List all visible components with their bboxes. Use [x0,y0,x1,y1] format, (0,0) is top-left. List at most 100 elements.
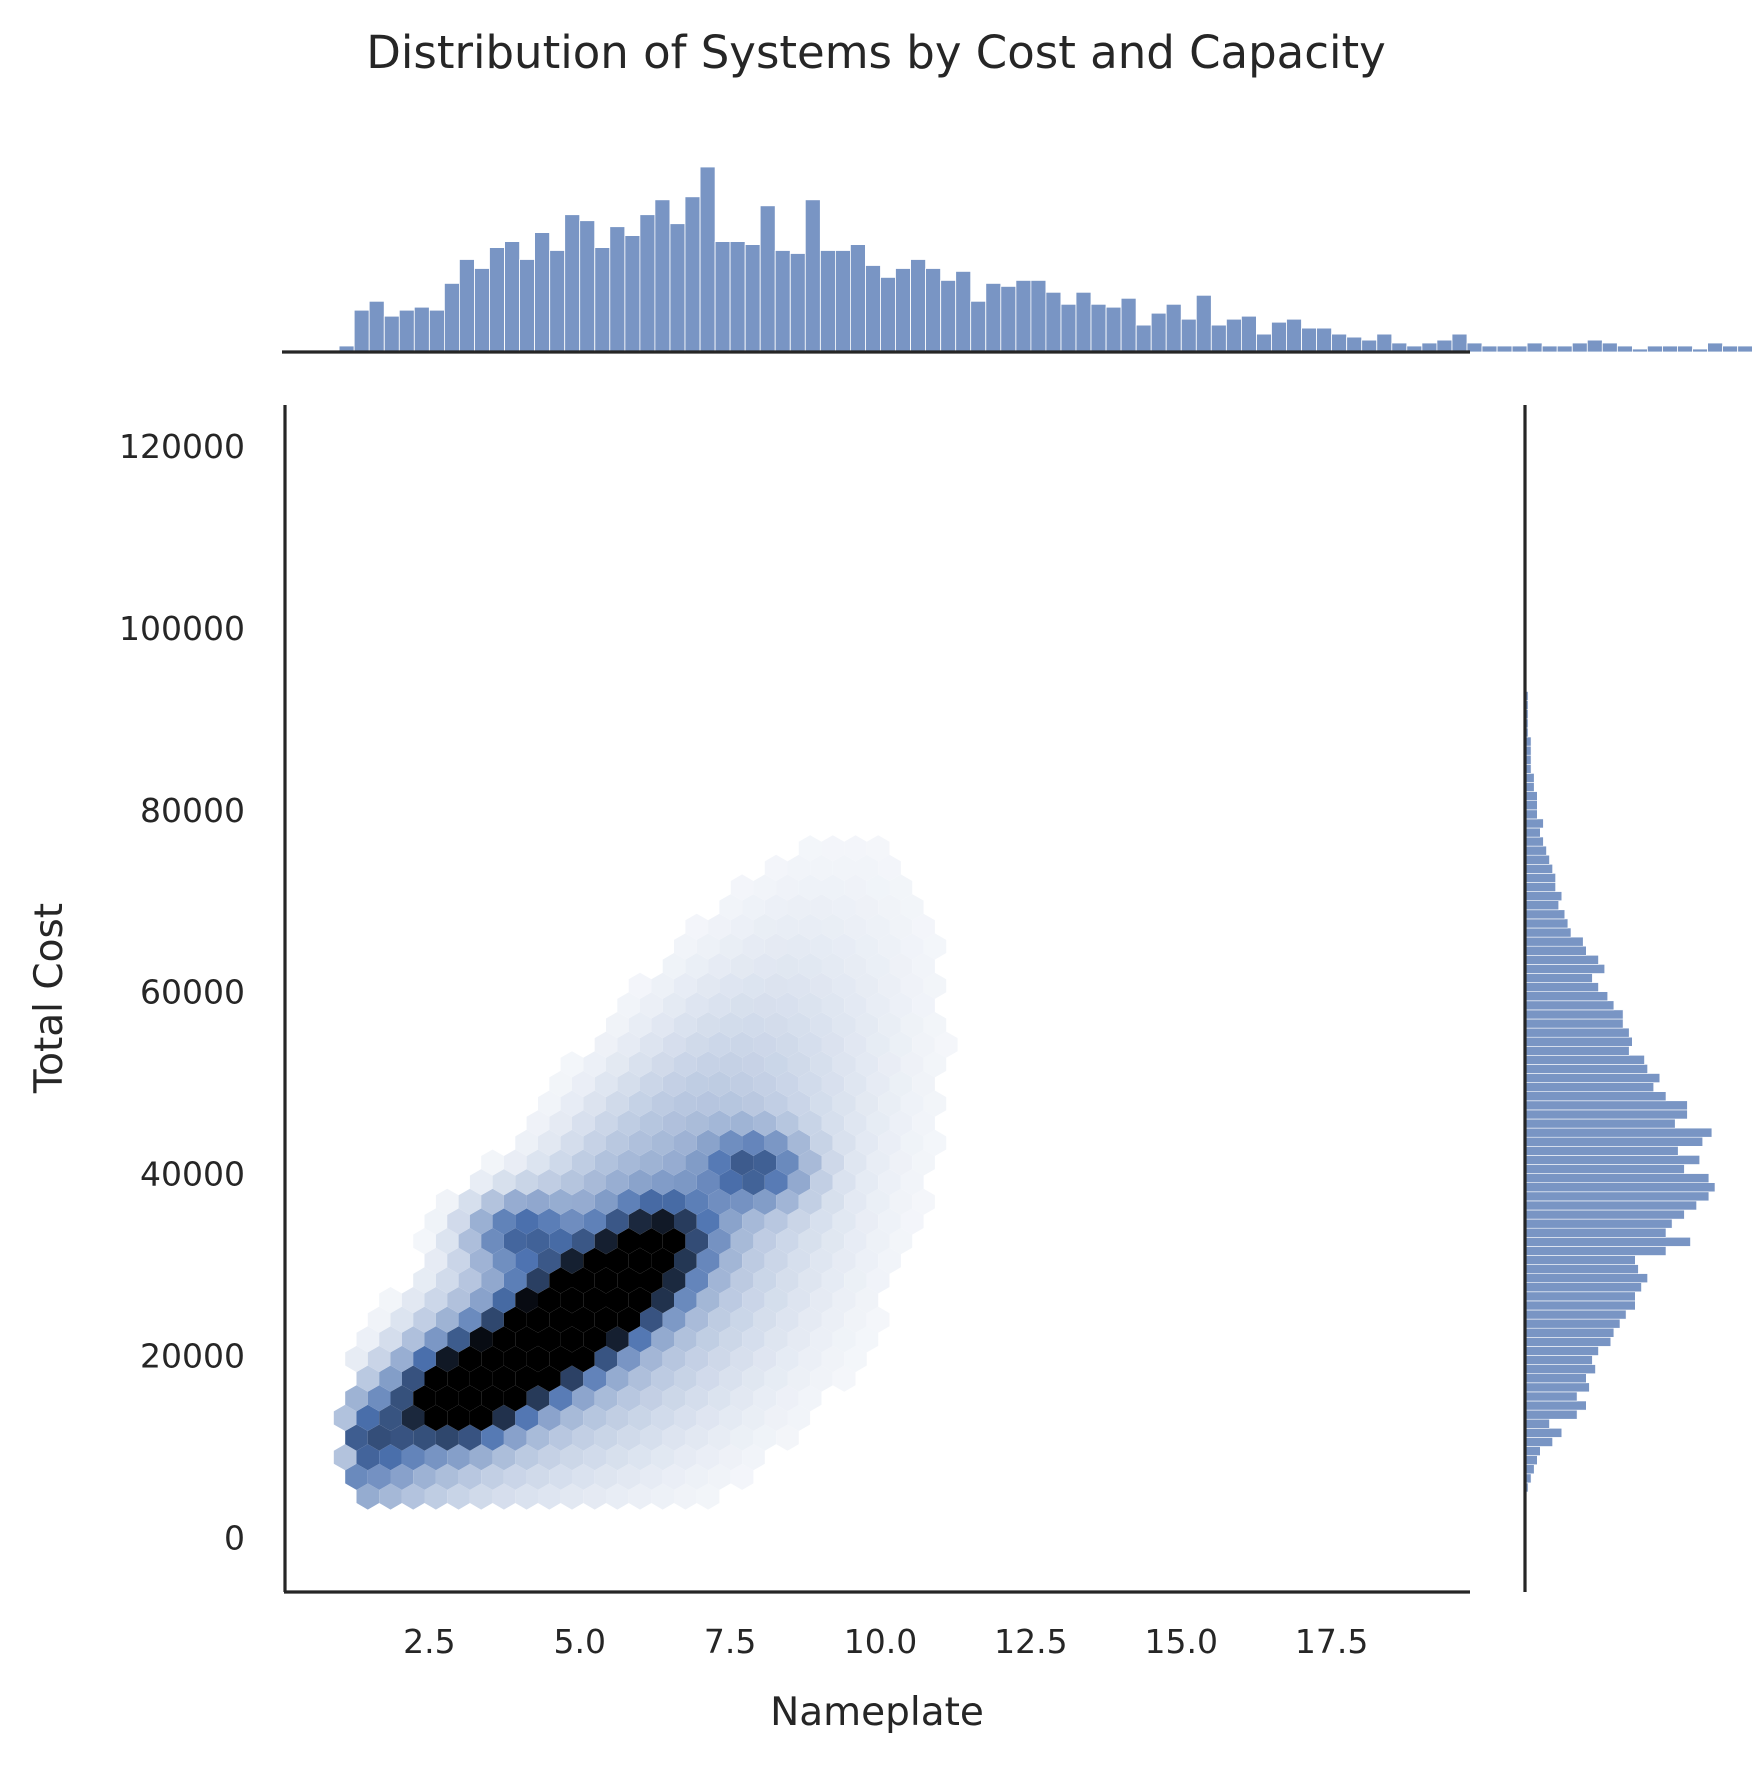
hex-bin [583,1287,606,1314]
hex-bin [753,1345,777,1373]
hex-bin [583,1444,606,1471]
hex-bin [832,1051,856,1078]
marginal-y-bar [1524,982,1599,992]
hex-bin [696,1247,720,1274]
hex-bin [594,1345,618,1373]
hex-bin [878,894,901,921]
marginal-y-bar [1524,1337,1612,1347]
hex-bin [583,1169,606,1196]
hex-bin [787,1090,811,1117]
hex-bin [776,1070,799,1098]
hex-bin [356,1483,380,1510]
hex-bin [821,913,845,940]
hex-bin [413,1306,436,1333]
marginal-x-bar [895,268,911,353]
hex-bin [764,933,788,960]
marginal-y-bar [1524,863,1553,874]
x-axis-label: Nameplate [770,1690,984,1735]
marginal-x-bar [1030,279,1047,353]
hex-bin [787,1287,811,1314]
hex-bin [662,1463,686,1490]
marginal-x-bar [564,214,581,353]
hex-bin [662,953,686,980]
hex-bin [447,1247,470,1274]
marginal-y-bar [1524,1300,1636,1311]
marginal-x-bar [1451,333,1468,353]
marginal-x-bar [413,306,430,353]
hex-bin [674,1012,697,1039]
marginal-x-bar [684,196,701,353]
hex-bin [787,1404,811,1431]
marginal-x-bar [850,244,866,353]
hex-bin [492,1247,516,1274]
hex-bin [651,1247,674,1274]
hex-bin [889,1228,913,1255]
hex-bin [628,1365,652,1392]
hex-bin [776,992,799,1019]
marginal-x-bar [1256,333,1272,353]
hex-bin [606,1247,629,1274]
hex-bin [810,1247,833,1274]
hex-bin [356,1444,380,1471]
marginal-x-bar [985,282,1002,353]
marginal-y-bar [1524,873,1556,883]
hex-bin [900,894,924,921]
hex-bin [628,1129,652,1156]
x-tick-label: 5.0 [554,1622,606,1661]
hex-bin [617,1149,640,1176]
hex-bin [549,1149,572,1176]
hex-bin [708,1267,731,1294]
hex-bin [333,1444,357,1471]
hex-bin [685,992,709,1019]
hex-bin [538,1404,561,1431]
marginal-x-bar [624,235,641,353]
hex-bin [832,894,856,921]
marginal-y-bar [1524,1055,1645,1065]
hex-bin [413,1463,436,1490]
hex-bin [367,1424,391,1451]
x-tick-label: 12.5 [994,1622,1067,1661]
hex-bin [753,1110,777,1137]
hex-bin [764,1051,788,1078]
hex-bin [798,1149,822,1176]
hex-bin [696,1404,720,1431]
hex-bin [515,1287,538,1314]
hex-bin [379,1483,402,1510]
hex-bin [447,1208,470,1235]
hex-bin [821,953,845,980]
hex-bin [640,1267,663,1294]
hex-bin [844,1149,867,1176]
hex-bin [923,1012,947,1039]
hex-bin [787,933,811,960]
marginal-x-bar [1195,294,1212,353]
hex-bin [821,1070,845,1098]
hex-bin [538,1483,561,1510]
hex-bin [572,1149,595,1176]
marginal-y-bar [1524,1109,1688,1120]
hex-bin [742,1326,765,1353]
marginal-x-bar [1722,345,1738,353]
marginal-y-bar [1524,845,1547,856]
hex-bin [844,1267,867,1294]
hex-bin [719,1051,743,1078]
marginal-x-bar [1210,324,1227,353]
hex-bin [821,1267,845,1294]
hex-bin [401,1365,425,1392]
hex-bin [764,894,788,921]
hex-bin [674,1326,697,1353]
marginal-y-bar [1524,1246,1667,1256]
marginal-y-bar [1524,1136,1703,1147]
hex-bin [753,953,777,980]
hex-bin [730,1463,754,1490]
hex-bin [832,1169,856,1196]
hex-bin [662,1267,686,1294]
hex-bin [526,1267,550,1294]
hex-bin [538,1247,561,1274]
hex-bin [742,1404,765,1431]
hex-bin [798,1345,822,1373]
hex-bin [832,1287,856,1314]
hex-bin [821,1149,845,1176]
hex-bin [515,1404,538,1431]
hex-bin [526,1110,550,1137]
